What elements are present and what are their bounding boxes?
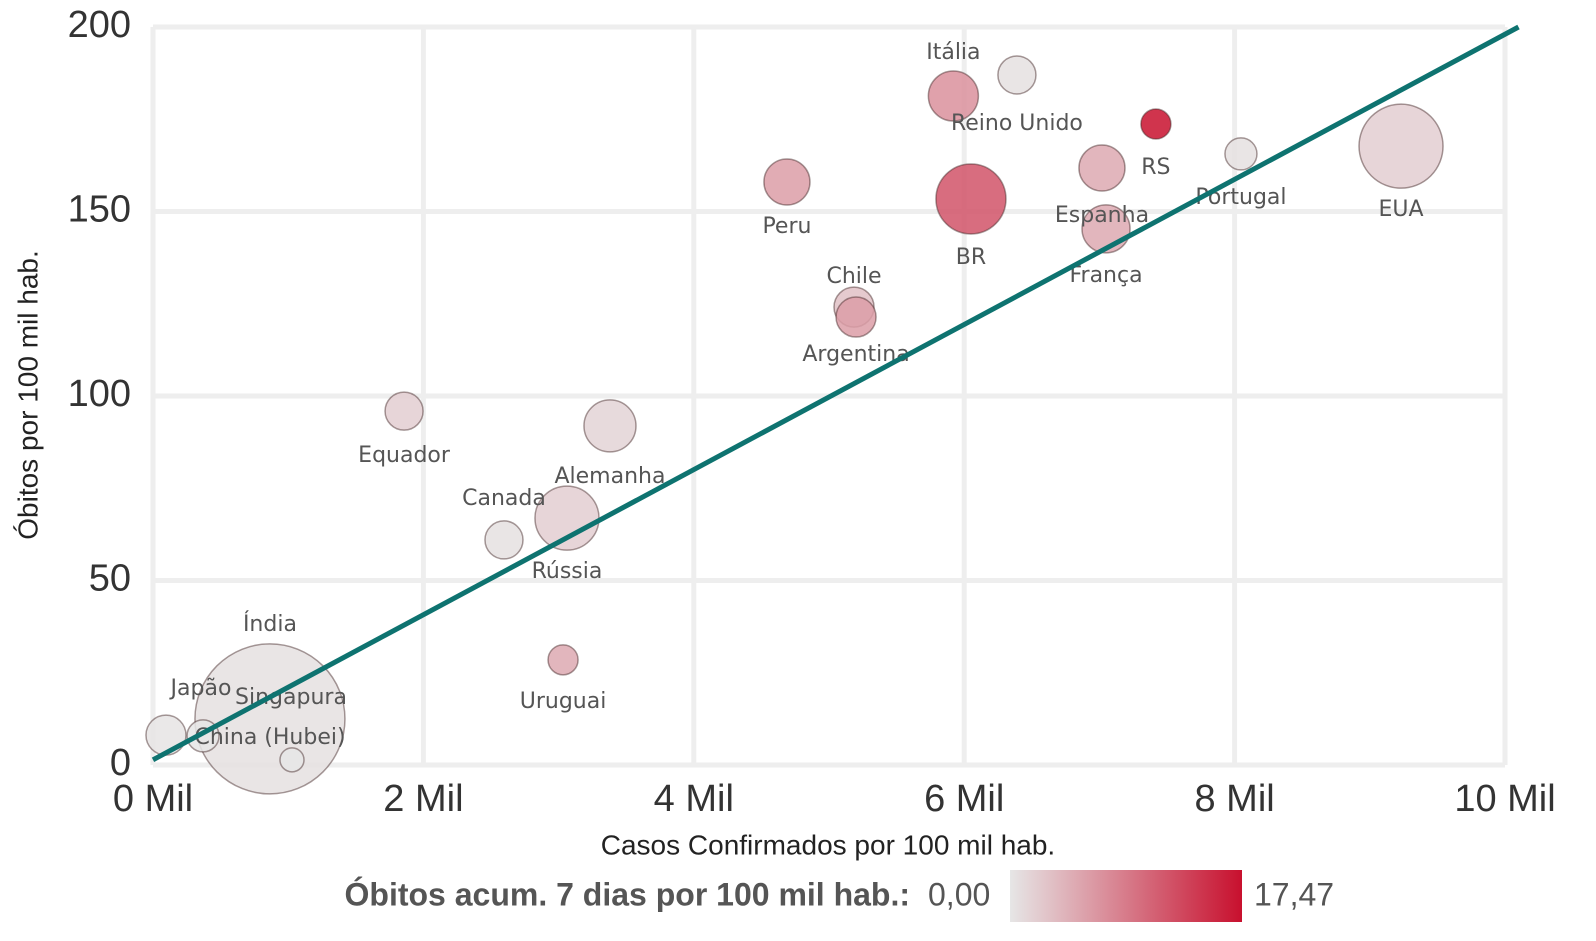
grid: [150, 24, 1508, 768]
x-tick-label: 4 Mil: [654, 778, 734, 820]
bubble: [279, 747, 305, 773]
point-label: China (Hubei): [194, 725, 345, 750]
point-label: Equador: [358, 443, 451, 468]
legend-max: 17,47: [1254, 876, 1334, 912]
point-label: Canada: [462, 486, 546, 511]
x-tick-label: 6 Mil: [924, 778, 1004, 820]
point-label: EUA: [1379, 197, 1424, 222]
x-tick-label: 10 Mil: [1454, 778, 1555, 820]
point-label: Peru: [762, 214, 811, 239]
bubble: [1358, 103, 1444, 189]
bubble: [1224, 137, 1258, 171]
y-tick-label: 0: [110, 742, 131, 784]
trend-line: [151, 24, 1520, 763]
point-label: Rússia: [532, 559, 603, 584]
point-label: Uruguai: [520, 689, 607, 714]
bubble: [145, 714, 187, 756]
bubble: [763, 158, 811, 206]
x-axis-title: Casos Confirmados por 100 mil hab.: [601, 829, 1055, 860]
bubble: [194, 643, 346, 795]
bubble: [997, 55, 1037, 95]
point-label: Espanha: [1055, 203, 1149, 228]
y-tick-label: 50: [89, 558, 131, 600]
point-label: Índia: [243, 611, 297, 637]
bubble: [583, 399, 637, 453]
y-tick-label: 100: [68, 373, 131, 415]
y-axis-title: Óbitos por 100 mil hab.: [12, 250, 43, 540]
bubble: [1078, 144, 1126, 192]
bubble: [935, 163, 1007, 235]
point-label: França: [1069, 263, 1142, 288]
legend-title: Óbitos acum. 7 dias por 100 mil hab.:: [345, 876, 910, 912]
x-tick-label: 2 Mil: [383, 778, 463, 820]
point-label: Itália: [926, 40, 980, 65]
y-tick-label: 200: [68, 4, 131, 46]
bubble: [927, 70, 980, 122]
point-label: Alemanha: [554, 464, 665, 489]
point-label: Reino Unido: [951, 111, 1083, 136]
bubble: [384, 391, 424, 431]
bubble: [547, 644, 579, 676]
point-label: Chile: [826, 264, 881, 289]
bubble: [484, 520, 524, 560]
point-label: RS: [1141, 155, 1170, 180]
legend-gradient: [1010, 870, 1242, 922]
point-label: Portugal: [1195, 185, 1286, 210]
bubble: [1140, 108, 1172, 140]
x-tick-label: 8 Mil: [1194, 778, 1274, 820]
legend-min: 0,00: [928, 876, 990, 912]
point-label: BR: [956, 245, 986, 270]
point-label: Japão: [169, 676, 232, 701]
x-tick-label: 0 Mil: [113, 778, 193, 820]
y-tick-label: 150: [68, 189, 131, 231]
bubble: [835, 296, 877, 338]
